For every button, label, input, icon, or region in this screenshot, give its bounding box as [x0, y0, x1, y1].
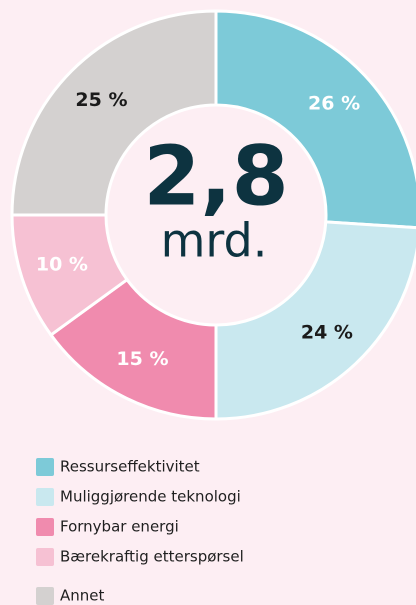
- legend-swatch: [36, 458, 54, 476]
- donut: [10, 9, 416, 421]
- value-label: 25 %: [75, 89, 127, 111]
- slice: [214, 9, 416, 230]
- legend-swatch: [36, 587, 54, 605]
- slice: [214, 220, 416, 421]
- legend-label: Bærekraftig etterspørsel: [60, 548, 244, 566]
- slice: [48, 277, 218, 421]
- legend-label: Ressurseffektivitet: [60, 458, 200, 476]
- legend-label: Muliggjørende teknologi: [60, 488, 241, 506]
- value-label: 26 %: [308, 93, 360, 115]
- legend-swatch: [36, 548, 54, 566]
- legend-swatch: [36, 488, 54, 506]
- center-unit: mrd.: [161, 214, 268, 268]
- slice: [10, 9, 218, 217]
- legend-label: Fornybar energi: [60, 518, 179, 536]
- value-label: 10 %: [36, 254, 88, 276]
- value-label: 24 %: [301, 322, 353, 344]
- legend-label: Annet: [60, 587, 105, 605]
- legend-swatch: [36, 518, 54, 536]
- center-value: 2,8: [143, 129, 288, 224]
- value-label: 15 %: [116, 348, 168, 370]
